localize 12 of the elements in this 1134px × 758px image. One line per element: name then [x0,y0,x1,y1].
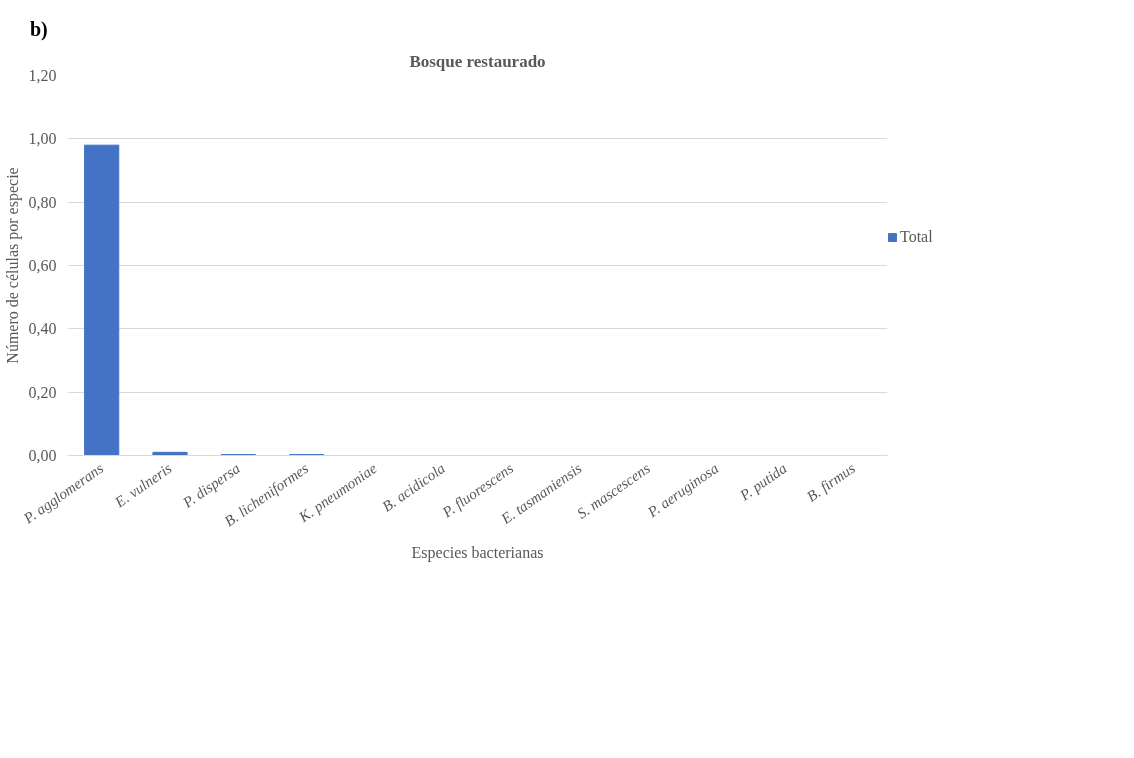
chart-title: Bosque restaurado [409,51,546,71]
y-tick-label: 0,60 [28,257,57,274]
legend-label: Total [900,228,933,246]
y-tick-label: 1,20 [28,67,57,84]
y-axis-title: Número de células por especie [3,167,22,364]
y-tick-label: 0,80 [28,193,57,211]
x-axis-title: Especies bacterianas [411,544,544,562]
text: b) [30,17,48,42]
y-tick-label: 0,40 [28,320,57,338]
y-tick-label: 1,00 [28,130,57,148]
y-tick-label: 0,00 [28,447,57,464]
y-tick-label: 0,20 [28,383,57,401]
